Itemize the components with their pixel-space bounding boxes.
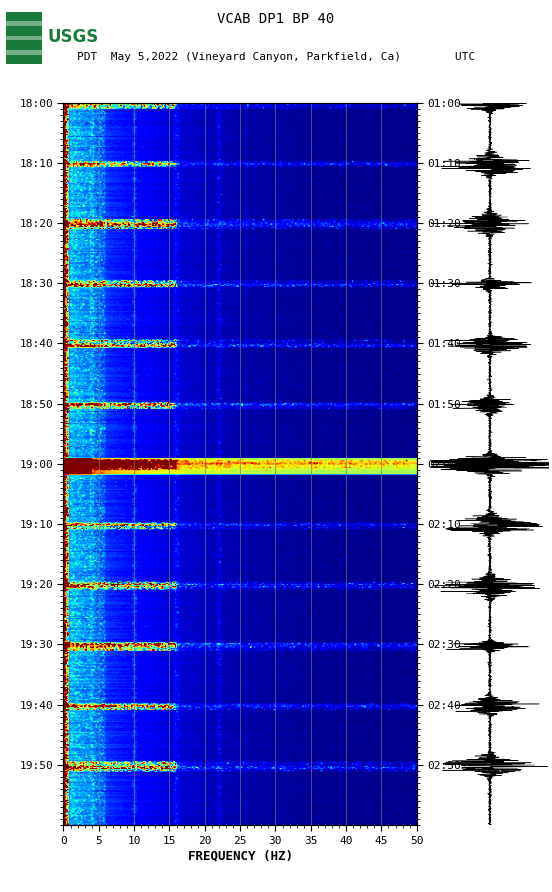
Bar [6,21,42,26]
Bar [6,50,42,54]
Text: USGS: USGS [47,28,98,45]
Text: VCAB DP1 BP 40: VCAB DP1 BP 40 [217,12,335,26]
Text: PDT  May 5,2022 (Vineyard Canyon, Parkfield, Ca)        UTC: PDT May 5,2022 (Vineyard Canyon, Parkfie… [77,52,475,62]
X-axis label: FREQUENCY (HZ): FREQUENCY (HZ) [188,850,293,863]
Bar [6,36,42,40]
Bar [6,12,42,64]
